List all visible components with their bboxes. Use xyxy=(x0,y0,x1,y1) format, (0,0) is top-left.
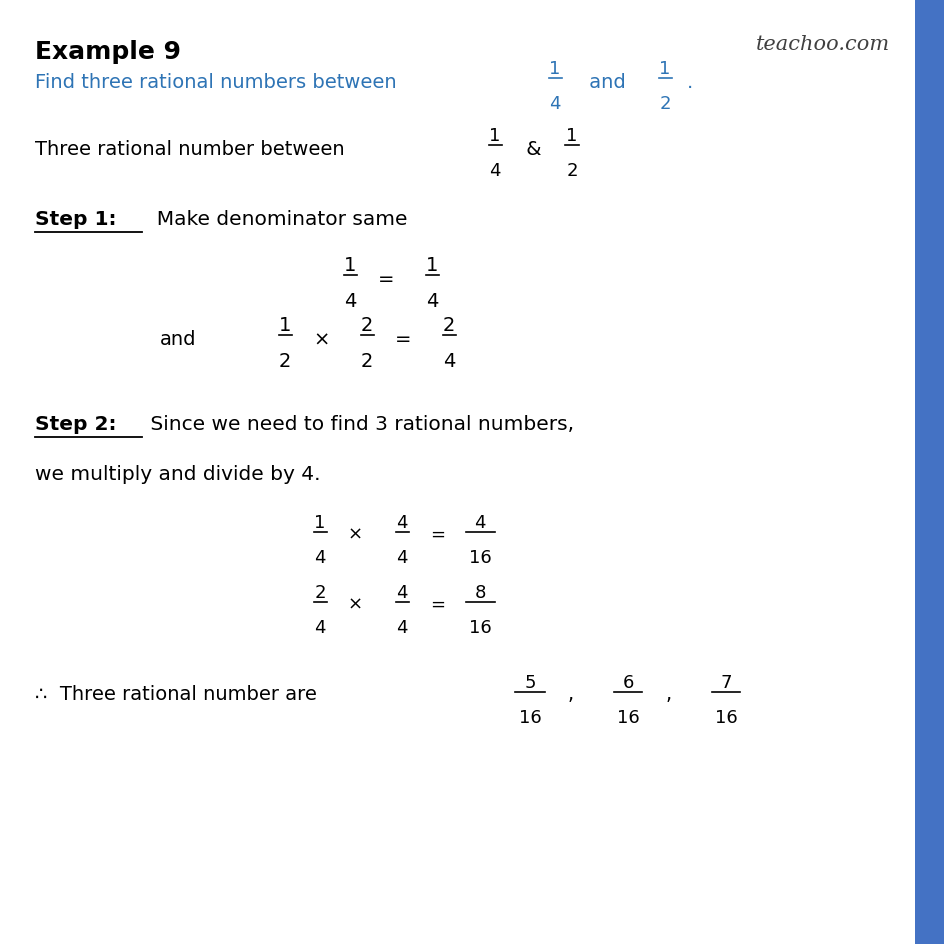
Text: 2: 2 xyxy=(361,351,373,371)
Text: 4: 4 xyxy=(396,514,407,531)
Text: 6: 6 xyxy=(622,673,633,691)
Bar xyxy=(914,0,944,944)
Text: 1: 1 xyxy=(278,315,291,334)
Text: ,: , xyxy=(666,684,671,704)
Text: Example 9: Example 9 xyxy=(35,40,181,64)
Text: Three rational number between: Three rational number between xyxy=(35,141,350,160)
Text: 1: 1 xyxy=(565,126,577,144)
Text: 7: 7 xyxy=(719,673,731,691)
Text: =: = xyxy=(430,596,445,614)
Text: 4: 4 xyxy=(474,514,485,531)
Text: 2: 2 xyxy=(314,583,326,601)
Text: ∴  Three rational number are: ∴ Three rational number are xyxy=(35,684,323,704)
Text: teachoo.com: teachoo.com xyxy=(755,35,889,54)
Text: 1: 1 xyxy=(489,126,500,144)
Text: 4: 4 xyxy=(344,292,356,311)
Text: 2: 2 xyxy=(443,315,455,334)
Text: 16: 16 xyxy=(616,708,639,726)
Text: =: = xyxy=(378,270,394,289)
Text: 1: 1 xyxy=(314,514,326,531)
Text: 4: 4 xyxy=(396,548,407,566)
Text: 4: 4 xyxy=(314,618,326,636)
Text: and: and xyxy=(160,330,196,349)
Text: 4: 4 xyxy=(443,351,455,371)
Text: Since we need to find 3 rational numbers,: Since we need to find 3 rational numbers… xyxy=(143,415,574,434)
Text: 2: 2 xyxy=(361,315,373,334)
Text: 16: 16 xyxy=(468,548,491,566)
Text: ×: × xyxy=(347,526,362,544)
Text: 16: 16 xyxy=(714,708,736,726)
Text: Find three rational numbers between: Find three rational numbers between xyxy=(35,74,402,93)
Text: =: = xyxy=(430,526,445,544)
Text: 4: 4 xyxy=(426,292,438,311)
Text: we multiply and divide by 4.: we multiply and divide by 4. xyxy=(35,465,320,484)
Text: &: & xyxy=(519,141,548,160)
Text: 1: 1 xyxy=(659,59,670,78)
Text: 4: 4 xyxy=(396,583,407,601)
Text: 5: 5 xyxy=(524,673,535,691)
Text: 4: 4 xyxy=(314,548,326,566)
Text: 1: 1 xyxy=(548,59,560,78)
Text: 2: 2 xyxy=(659,95,670,113)
Text: Make denominator same: Make denominator same xyxy=(143,211,407,229)
Text: Step 1:: Step 1: xyxy=(35,211,116,229)
Text: and: and xyxy=(582,74,632,93)
Text: 16: 16 xyxy=(468,618,491,636)
Text: .: . xyxy=(686,74,693,93)
Text: 2: 2 xyxy=(565,161,577,179)
Text: 1: 1 xyxy=(426,256,438,275)
Text: ×: × xyxy=(312,330,329,349)
Text: Step 2:: Step 2: xyxy=(35,415,116,434)
Text: 4: 4 xyxy=(548,95,560,113)
Text: 16: 16 xyxy=(518,708,541,726)
Text: 2: 2 xyxy=(278,351,291,371)
Text: 8: 8 xyxy=(474,583,485,601)
Text: 4: 4 xyxy=(489,161,500,179)
Text: ,: , xyxy=(567,684,574,704)
Text: 4: 4 xyxy=(396,618,407,636)
Text: 1: 1 xyxy=(344,256,356,275)
Text: ×: × xyxy=(347,596,362,614)
Text: =: = xyxy=(395,330,411,349)
